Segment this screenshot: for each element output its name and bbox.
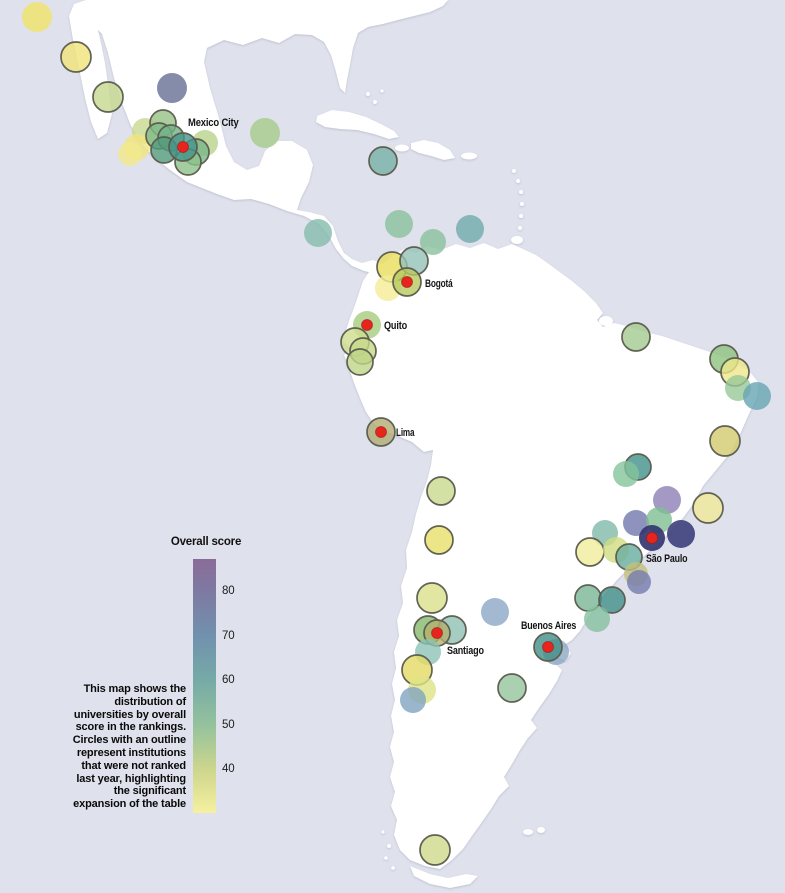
fjord-islet: [387, 844, 391, 848]
university-circle: [627, 570, 651, 594]
city-dot: [375, 426, 387, 438]
university-circle: [743, 382, 771, 410]
fjord-islet: [391, 866, 395, 870]
legend-description: This map shows the distribution of unive…: [72, 683, 186, 811]
university-circle: [400, 687, 426, 713]
university-circle-outlined: [60, 41, 92, 73]
city-label: Lima: [396, 427, 415, 439]
legend-gradient-bar: [193, 559, 216, 813]
university-circle: [584, 606, 610, 632]
university-circle: [667, 520, 695, 548]
south-america-landmass: [343, 243, 759, 869]
city-label: Buenos Aires: [521, 620, 576, 632]
bahamas-islet: [366, 92, 370, 96]
university-circle-outlined: [709, 425, 741, 457]
north-america-landmass: [69, 0, 448, 274]
tierra-del-fuego-island: [410, 866, 478, 888]
university-circle-outlined: [416, 582, 448, 614]
city-dot: [431, 627, 443, 639]
antilles-islet: [512, 169, 516, 173]
hispaniola-island: [411, 140, 455, 160]
falkland-island: [537, 827, 545, 833]
city-dot: [361, 319, 373, 331]
landmasses: [69, 0, 759, 888]
city-label: Santiago: [447, 645, 484, 657]
city-label: Quito: [384, 320, 407, 332]
city-dot: [542, 641, 554, 653]
antilles-islet: [519, 214, 523, 218]
university-circle: [118, 142, 142, 166]
city-dot: [646, 532, 658, 544]
city-dot: [177, 141, 189, 153]
university-circle-outlined: [575, 537, 605, 567]
university-circle: [22, 2, 52, 32]
legend-tick-60: 60: [222, 674, 235, 686]
university-circle-outlined: [92, 81, 124, 113]
antilles-islet: [516, 179, 520, 183]
antilles-islet: [520, 202, 524, 206]
university-circle: [420, 229, 446, 255]
university-circle-outlined: [419, 834, 451, 866]
city-markers-layer: Mexico City Bogotá Quito Lima Santiago Buenos…: [177, 117, 688, 657]
university-circle: [653, 486, 681, 514]
puerto-rico-island: [461, 152, 477, 160]
university-circle: [456, 215, 484, 243]
bahamas-islet: [373, 100, 377, 104]
university-circle-outlined: [621, 322, 651, 352]
legend-tick-80: 80: [222, 585, 235, 597]
fjord-islet: [384, 856, 388, 860]
legend-title: Overall score: [170, 536, 242, 548]
legend-tick-40: 40: [222, 763, 235, 775]
university-circle: [481, 598, 509, 626]
university-circle-outlined: [426, 476, 456, 506]
city-dot: [401, 276, 413, 288]
university-points-layer: [22, 2, 771, 866]
fjord-islet: [381, 830, 385, 834]
legend-tick-50: 50: [222, 718, 235, 731]
city-label: Mexico City: [188, 117, 240, 129]
cuba-island: [316, 110, 399, 139]
university-circle: [250, 118, 280, 148]
university-circle: [157, 73, 187, 103]
jamaica-island: [395, 144, 409, 152]
bahamas-islet: [380, 89, 384, 93]
university-circle-outlined: [497, 673, 527, 703]
city-label: São Paulo: [646, 553, 688, 565]
university-circle: [613, 461, 639, 487]
falkland-island: [523, 829, 533, 835]
university-circle-outlined: [368, 146, 398, 176]
university-circle-outlined: [692, 492, 724, 524]
university-circle-outlined: [598, 586, 626, 614]
antilles-islet: [518, 226, 522, 230]
university-circle: [385, 210, 413, 238]
trinidad-island: [511, 236, 523, 244]
university-circle-outlined: [424, 525, 454, 555]
university-circle-outlined: [346, 348, 374, 376]
antilles-islet: [519, 190, 523, 194]
legend-tick-70: 70: [222, 629, 235, 642]
marajo-island: [599, 316, 613, 326]
university-circle: [304, 219, 332, 247]
city-label: Bogotá: [425, 278, 453, 290]
